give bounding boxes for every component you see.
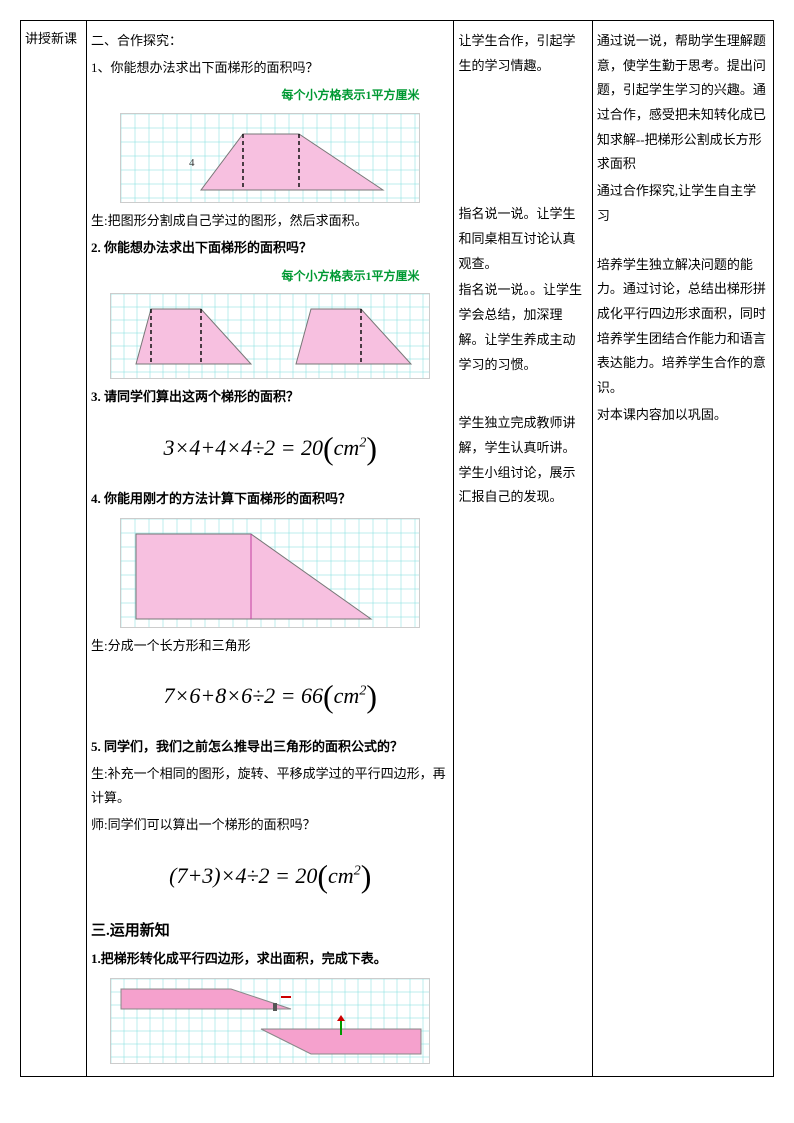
ans1: 生:把图形分割成自己学过的图形，然后求面积。 bbox=[91, 209, 449, 234]
section2-title: 二、合作探究： bbox=[91, 29, 449, 54]
q5b: 生:补充一个相同的图形，旋转、平移成学过的平行四边形，再计算。 bbox=[91, 762, 449, 811]
stage-title: 讲授新课 bbox=[25, 31, 77, 46]
c3-p2: 指名说一说。让学生和同桌相互讨论认真观查。 bbox=[458, 202, 587, 276]
ex1: 1.把梯形转化成平行四边形，求出面积，完成下表。 bbox=[91, 947, 449, 972]
formula-2: 7×6+8×6÷2 = 66(cm2) bbox=[91, 666, 449, 727]
c3-p3: 指名说一说。。让学生学会总结，加深理解。让学生养成主动学习的习惯。 bbox=[458, 278, 587, 377]
c4-p1: 通过说一说，帮助学生理解题意，使学生勤于思考。提出问题，引起学生学习的兴趣。通过… bbox=[597, 29, 769, 177]
q5c: 师:同学们可以算出一个梯形的面积吗？ bbox=[91, 813, 449, 838]
section3-title: 三.运用新知 bbox=[91, 917, 449, 946]
grid-label-2: 每个小方格表示1平方厘米 bbox=[91, 265, 449, 288]
col-design-intent: 通过说一说，帮助学生理解题意，使学生勤于思考。提出问题，引起学生学习的兴趣。通过… bbox=[592, 21, 773, 1077]
svg-text:4: 4 bbox=[189, 157, 195, 169]
q4: 4. 你能用刚才的方法计算下面梯形的面积吗？ bbox=[91, 487, 449, 512]
c4-p2: 通过合作探究,让学生自主学习 bbox=[597, 179, 769, 228]
figure-trapezoid-1: 4 bbox=[120, 113, 420, 203]
col-teacher-activity: 让学生合作，引起学生的学习情趣。 指名说一说。让学生和同桌相互讨论认真观查。 指… bbox=[454, 21, 592, 1077]
q5a: 5. 同学们，我们之前怎么推导出三角形的面积公式的？ bbox=[91, 735, 449, 760]
c4-p4: 对本课内容加以巩固。 bbox=[597, 403, 769, 428]
col-stage: 讲授新课 bbox=[21, 21, 87, 1077]
formula-3-text: (7+3)×4÷2 = 20 bbox=[169, 863, 317, 888]
figure-trapezoid-2 bbox=[110, 293, 430, 379]
c4-p3: 培养学生独立解决问题的能力。通过讨论，总结出梯形拼成化平行四边形求面积，同时培养… bbox=[597, 253, 769, 401]
c3-p4: 学生独立完成教师讲解，学生认真听讲。学生小组讨论，展示汇报自己的发现。 bbox=[458, 411, 587, 510]
q2: 2. 你能想办法求出下面梯形的面积吗？ bbox=[91, 236, 449, 261]
figure-trapezoid-3 bbox=[120, 518, 420, 628]
formula-3: (7+3)×4÷2 = 20(cm2) bbox=[91, 846, 449, 907]
grid-label-1: 每个小方格表示1平方厘米 bbox=[91, 84, 449, 107]
formula-1: 3×4+4×4÷2 = 20(cm2) bbox=[91, 418, 449, 479]
lesson-table: 讲授新课 二、合作探究： 1、你能想办法求出下面梯形的面积吗？ 每个小方格表示1… bbox=[20, 20, 774, 1077]
formula-1-text: 3×4+4×4÷2 = 20 bbox=[164, 435, 323, 460]
figure-parallelogram bbox=[110, 978, 430, 1064]
col-content: 二、合作探究： 1、你能想办法求出下面梯形的面积吗？ 每个小方格表示1平方厘米 … bbox=[87, 21, 454, 1077]
q3: 3. 请同学们算出这两个梯形的面积？ bbox=[91, 385, 449, 410]
c3-p1: 让学生合作，引起学生的学习情趣。 bbox=[458, 29, 587, 78]
formula-2-text: 7×6+8×6÷2 = 66 bbox=[164, 683, 323, 708]
q1: 1、你能想办法求出下面梯形的面积吗？ bbox=[91, 56, 449, 81]
ans4: 生:分成一个长方形和三角形 bbox=[91, 634, 449, 659]
